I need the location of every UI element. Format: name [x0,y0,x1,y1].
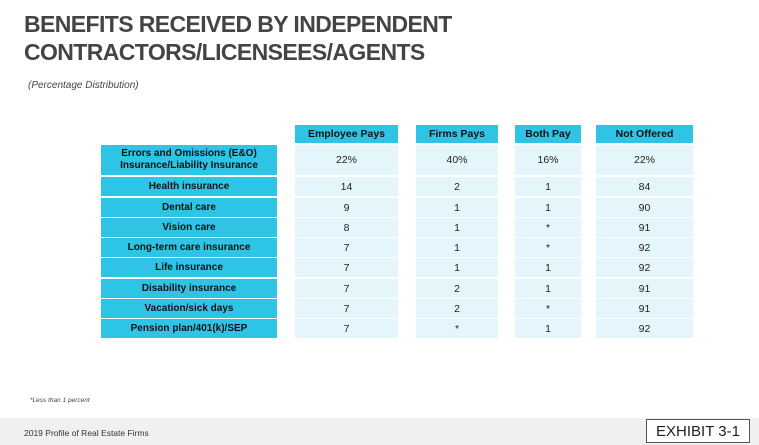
table-cell: 2 [416,279,498,298]
row-label-text: Health insurance [149,181,230,193]
table-cell: 92 [596,258,693,277]
table-cell: 1 [515,198,581,217]
table-cell: 91 [596,218,693,237]
table-cell: 8 [295,218,398,237]
column-header: Not Offered [596,125,693,143]
table-cell: 40% [416,145,498,175]
row-label-line-1: Long-term care insurance [127,241,251,253]
table-cell: 1 [515,319,581,338]
page-title: BENEFITS RECEIVED BY INDEPENDENT CONTRAC… [24,10,452,66]
table-cell: 7 [295,258,398,277]
table-cell: 1 [416,218,498,237]
column-header: Firms Pays [416,125,498,143]
row-label: Disability insurance [101,279,277,298]
row-label: Life insurance [101,258,277,277]
row-label: Errors and Omissions (E&O) Insurance/Liab… [101,145,277,175]
table-cell: 9 [295,198,398,217]
row-label-line-1: Dental care [162,201,216,213]
row-label-line-2: Insurance/Liability Insurance [120,160,258,171]
title-line-2: CONTRACTORS/LICENSEES/AGENTS [24,39,425,65]
table-cell: 84 [596,177,693,196]
table-cell: 7 [295,279,398,298]
table-cell: 7 [295,319,398,338]
table-cell: 1 [416,238,498,257]
title-line-1: BENEFITS RECEIVED BY INDEPENDENT [24,11,452,37]
row-label-text: Dental care [162,202,216,214]
table-cell: 1 [416,198,498,217]
table-cell: 1 [515,177,581,196]
table-cell: 2 [416,299,498,318]
row-label-text: Vision care [162,222,215,234]
table-cell: 22% [596,145,693,175]
table-cell: 1 [416,258,498,277]
footer-bar [0,418,759,445]
table-cell: 90 [596,198,693,217]
table-cell: 16% [515,145,581,175]
row-label-text: Vacation/sick days [145,303,234,315]
table-cell: * [416,319,498,338]
row-label-line-1: Health insurance [148,180,230,192]
table-cell: 22% [295,145,398,175]
table-cell: 92 [596,319,693,338]
row-label-line-1: Vision care [162,221,216,233]
row-label-line-1: Disability insurance [141,282,237,294]
table-cell: 91 [596,279,693,298]
table-cell: 7 [295,299,398,318]
table-cell: * [515,238,581,257]
row-label-line-1: Life insurance [155,261,223,273]
table-cell: 7 [295,238,398,257]
table-cell: 2 [416,177,498,196]
row-label-line-1: Vacation/sick days [144,302,234,314]
row-label: Vision care [101,218,277,237]
table-cell: 92 [596,238,693,257]
row-label: Long-term care insurance [101,238,277,257]
source-label: 2019 Profile of Real Estate Firms [24,428,149,438]
row-label-text: Pension plan/401(k)/SEP [131,323,248,335]
table-cell: 14 [295,177,398,196]
row-label-text: Errors and Omissions (E&O) Insurance/Liab… [120,148,258,172]
table-cell: 91 [596,299,693,318]
table-cell: 1 [515,258,581,277]
table-cell: * [515,218,581,237]
table-cell: 1 [515,279,581,298]
subtitle: (Percentage Distribution) [28,80,139,91]
column-header: Both Pay [515,125,581,143]
row-label: Health insurance [101,177,277,196]
column-header: Employee Pays [295,125,398,143]
row-label-text: Life insurance [155,262,223,274]
exhibit-label: EXHIBIT 3-1 [646,419,750,443]
row-label: Dental care [101,198,277,217]
row-label: Vacation/sick days [101,299,277,318]
row-label-line-1: Errors and Omissions (E&O) [121,148,257,159]
row-label-line-1: Pension plan/401(k)/SEP [130,322,248,334]
footnote: *Less than 1 percent [30,397,90,404]
row-label-text: Long-term care insurance [128,242,251,254]
table-cell: * [515,299,581,318]
row-label-text: Disability insurance [142,283,236,295]
row-label: Pension plan/401(k)/SEP [101,319,277,338]
